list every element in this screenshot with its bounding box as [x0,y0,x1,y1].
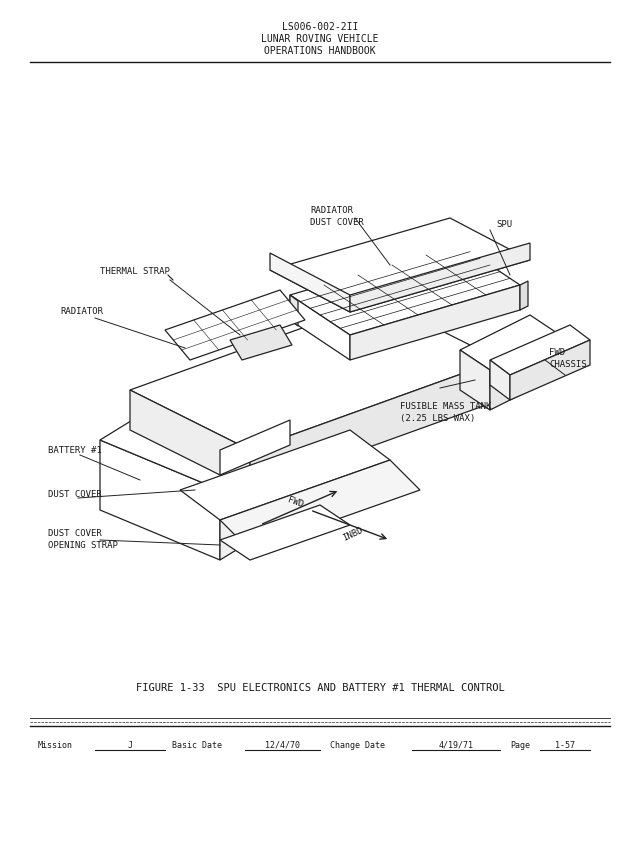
Text: FIGURE 1-33  SPU ELECTRONICS AND BATTERY #1 THERMAL CONTROL: FIGURE 1-33 SPU ELECTRONICS AND BATTERY … [136,683,504,693]
Polygon shape [230,325,292,360]
Text: RADIATOR: RADIATOR [310,206,353,214]
Text: FWD: FWD [549,347,565,357]
Text: DUST COVER: DUST COVER [310,217,364,227]
Text: BATTERY #1: BATTERY #1 [48,445,102,454]
Text: Page: Page [510,740,530,749]
Text: 12/4/70: 12/4/70 [266,740,301,749]
Text: Mission: Mission [38,740,73,749]
Text: Change Date: Change Date [330,740,385,749]
Polygon shape [460,315,560,370]
Polygon shape [220,460,420,550]
Text: OPENING STRAP: OPENING STRAP [48,541,118,550]
Polygon shape [490,325,590,375]
Polygon shape [510,340,590,400]
Polygon shape [460,350,490,410]
Polygon shape [100,400,285,490]
Text: SPU: SPU [496,219,512,228]
Text: INBD.: INBD. [341,524,369,543]
Text: 4/19/71: 4/19/71 [438,740,474,749]
Polygon shape [100,440,220,560]
Polygon shape [490,335,560,410]
Polygon shape [250,360,500,490]
Polygon shape [270,253,350,312]
Polygon shape [130,300,500,450]
Text: (2.25 LBS WAX): (2.25 LBS WAX) [400,414,476,422]
Text: RADIATOR: RADIATOR [60,308,103,316]
Polygon shape [220,505,350,560]
Polygon shape [165,290,305,360]
Polygon shape [220,450,285,560]
Text: OPERATIONS HANDBOOK: OPERATIONS HANDBOOK [264,46,376,56]
Text: J: J [127,740,132,749]
Text: DUST COVER: DUST COVER [48,529,102,538]
Polygon shape [290,245,520,335]
Polygon shape [350,243,530,312]
Polygon shape [520,281,528,310]
Text: LUNAR ROVING VEHICLE: LUNAR ROVING VEHICLE [261,34,379,44]
Polygon shape [290,295,350,360]
Text: FWD: FWD [286,495,304,509]
Text: CHASSIS: CHASSIS [549,359,587,368]
Text: LS006-002-2II: LS006-002-2II [282,22,358,32]
Text: Basic Date: Basic Date [172,740,222,749]
Polygon shape [180,430,390,520]
Text: THERMAL STRAP: THERMAL STRAP [100,267,170,277]
Polygon shape [220,420,290,475]
Text: 1-57: 1-57 [555,740,575,749]
Polygon shape [290,295,298,326]
Polygon shape [350,285,520,360]
Text: FUSIBLE MASS TANK: FUSIBLE MASS TANK [400,401,492,411]
Text: DUST COVER: DUST COVER [48,490,102,498]
Polygon shape [270,218,530,312]
Polygon shape [490,360,510,400]
Polygon shape [130,390,250,490]
